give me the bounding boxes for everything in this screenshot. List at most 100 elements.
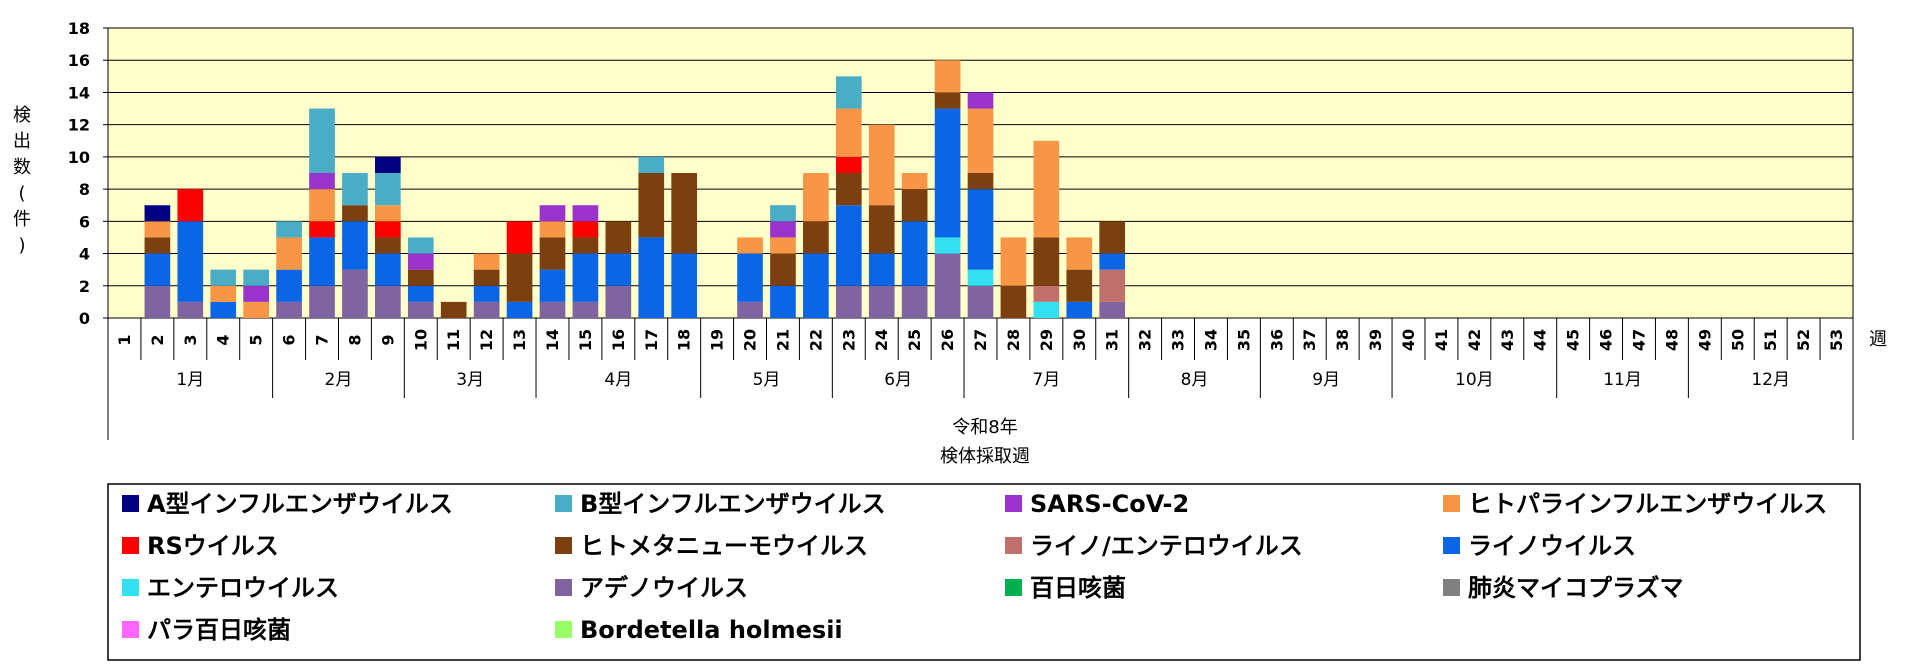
x-tick-label: 43 [1498,329,1517,351]
bar-segment [440,301,467,318]
bar-segment [276,301,302,318]
bar-segment [177,189,204,222]
bar-segment [144,253,171,286]
bar-segment [539,269,566,302]
bar-segment [309,189,335,222]
bar-segment [572,221,599,238]
x-tick-label: 44 [1531,329,1550,351]
bar-segment [210,301,237,318]
bar-segment [539,301,566,318]
x-tick-label: 17 [642,329,661,351]
x-tick-label: 27 [971,329,990,351]
month-label: 12月 [1751,370,1790,390]
x-tick-label: 42 [1465,329,1484,351]
legend-box [107,483,1861,661]
bar-segment [473,253,500,270]
x-tick-label: 8 [345,334,364,345]
bar-segment [539,237,566,270]
x-tick-label: 20 [741,329,760,351]
bar-segment [934,108,961,238]
legend-label: ライノ/エンテロウイルス [1030,532,1303,560]
bar-segment [835,285,862,318]
legend-label: 百日咳菌 [1030,574,1126,602]
bar-segment [243,301,270,318]
x-tick-label: 15 [576,329,595,351]
x-tick-label: 2 [148,334,167,345]
month-label: 11月 [1603,370,1642,390]
bar-segment [342,205,368,222]
bar-segment [638,237,665,318]
y-tick-label: 10 [68,148,90,167]
x-tick-label: 19 [708,329,727,351]
bar-segment [770,221,796,238]
bar-segment [835,205,862,286]
legend-swatch [1443,579,1460,596]
bar-segment [737,237,763,254]
bar-segment [144,237,171,254]
x-tick-label: 30 [1070,329,1089,351]
x-tick-label: 16 [609,329,628,351]
bar-segment [1000,285,1027,318]
bar-segment [737,253,763,302]
bar-segment [309,285,335,318]
month-label: 10月 [1455,370,1494,390]
y-axis-title-char: 出 [13,131,31,152]
x-tick-label: 3 [181,334,200,345]
y-tick-label: 6 [79,212,90,231]
y-tick-label: 18 [68,19,90,38]
x-tick-label: 39 [1366,329,1385,351]
bar-segment [375,237,401,254]
bar-segment [506,221,533,254]
legend-swatch [555,537,572,554]
bar-segment [572,205,599,222]
legend-swatch [1005,537,1022,554]
legend-swatch [1443,537,1460,554]
bar-segment [868,285,895,318]
bar-segment [506,301,533,318]
x-tick-label: 41 [1432,329,1451,351]
legend-swatch [555,621,572,638]
x-tick-label: 45 [1564,329,1583,351]
y-tick-label: 4 [79,245,90,264]
bar-segment [407,269,434,286]
bar-segment [342,221,368,270]
legend-swatch [1005,579,1022,596]
x-tick-label: 1 [115,334,134,345]
x-tick-label: 7 [313,334,332,345]
y-axis-title: 検出数 (件) [13,105,31,256]
x-axis-title-week: 検体採取週 [940,446,1030,467]
legend-label: Bordetella holmesii [580,616,843,644]
bar-segment [375,285,401,318]
bar-segment [539,221,566,238]
x-tick-label: 4 [214,334,233,345]
bar-segment [407,253,434,270]
bar-segment [934,237,961,254]
bar-segment [967,269,994,286]
y-axis-title-char: 数 [13,157,31,178]
x-tick-label: 26 [938,329,957,351]
bar-segment [770,253,796,286]
bar-segment [967,173,994,190]
bar-segment [901,189,928,222]
x-tick-label: 23 [839,329,858,351]
legend-label: エンテロウイルス [147,574,339,602]
x-tick-label: 18 [675,329,694,351]
bar-segment [539,205,566,222]
y-tick-label: 12 [68,116,90,135]
x-tick-label: 37 [1300,329,1319,351]
x-tick-label: 49 [1695,329,1714,351]
x-tick-label: 28 [1004,329,1023,351]
legend-label: アデノウイルス [580,574,748,602]
bar-segment [375,173,401,206]
bar-segment [835,108,862,157]
bar-segment [375,253,401,286]
bar-segment [934,253,961,318]
bar-segment [276,269,302,302]
x-tick-label: 25 [905,329,924,351]
bar-segment [177,301,204,318]
month-label: 1月 [176,370,204,390]
bar-segment [901,173,928,190]
x-tick-label: 34 [1201,329,1220,351]
y-axis-title-char: ( [18,183,25,204]
